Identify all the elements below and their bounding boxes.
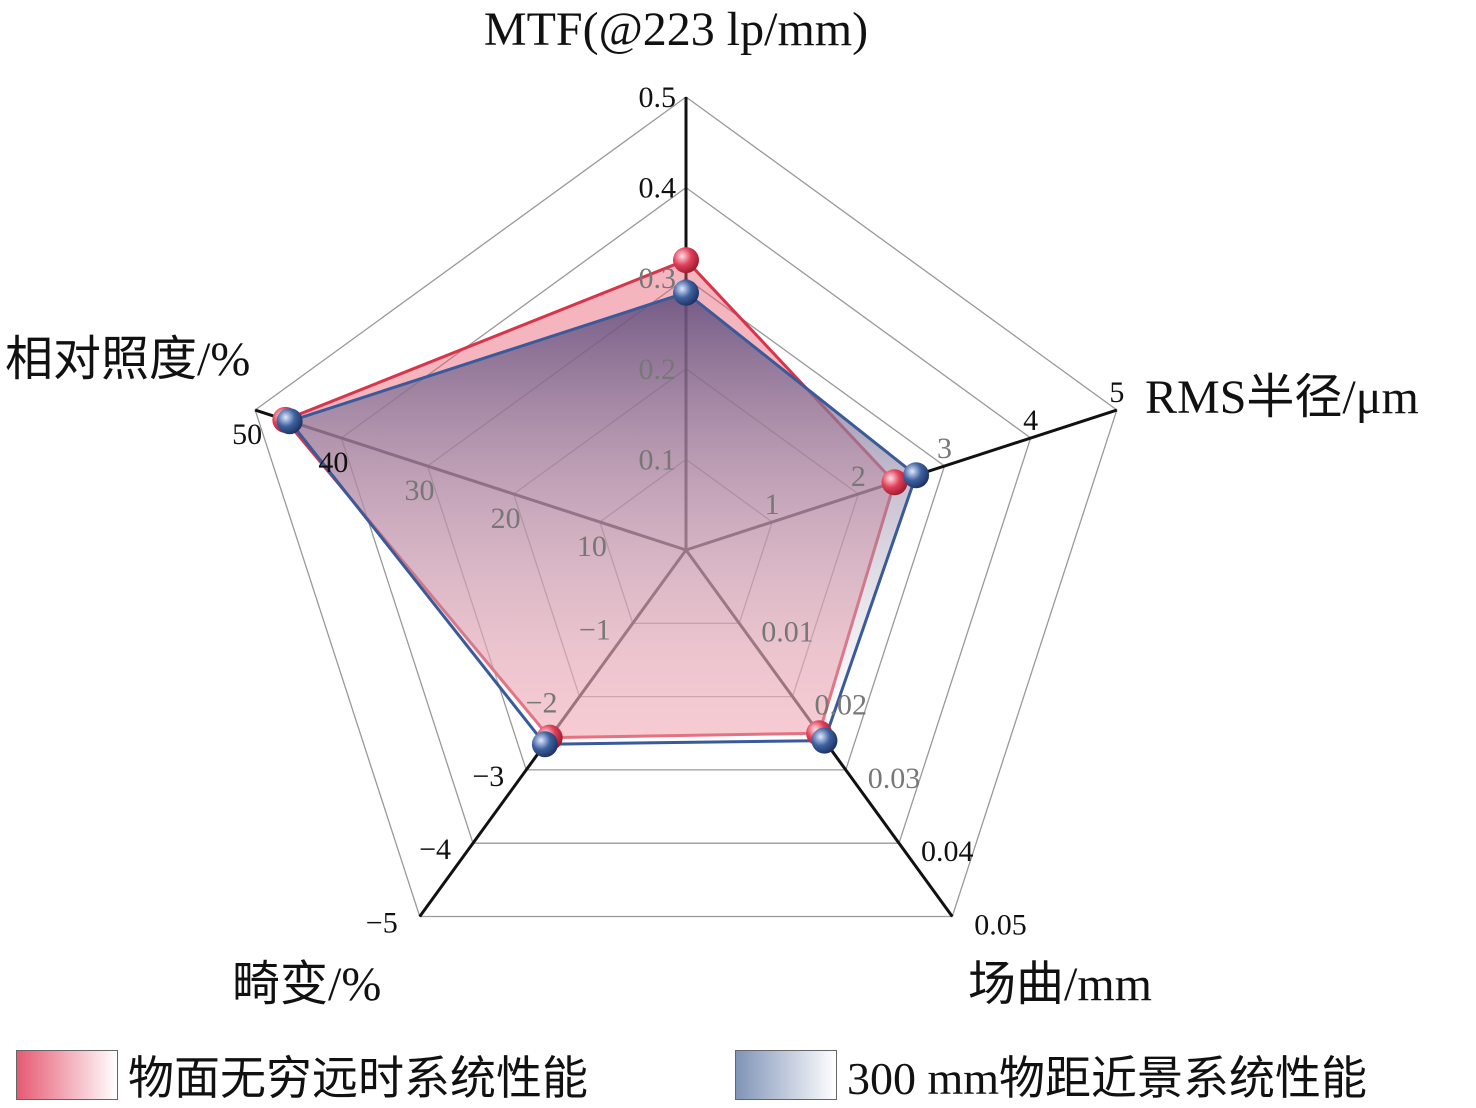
tick-label: 50 <box>232 418 262 451</box>
legend: 物面无穷远时系统性能 300 mm物距近景系统性能 <box>0 1042 1476 1104</box>
tick-label: 0.5 <box>639 81 677 114</box>
tick-label: −2 <box>526 687 558 720</box>
legend-item-series-1: 物面无穷远时系统性能 <box>16 1042 588 1108</box>
tick-label: 0.4 <box>639 172 677 205</box>
tick-label: 2 <box>851 460 866 493</box>
grid-ring <box>254 96 1118 918</box>
legend-swatch-blue <box>735 1050 837 1100</box>
series-area-2 <box>288 291 918 746</box>
data-point <box>673 247 699 274</box>
tick-label: 0.03 <box>868 762 921 795</box>
axis-title: 相对照度/% <box>5 333 250 386</box>
tick-label: 0.05 <box>974 908 1027 941</box>
tick-label: 0.1 <box>639 443 677 476</box>
tick-label: −1 <box>579 613 611 646</box>
data-point <box>673 279 699 306</box>
tick-label: 0.2 <box>639 353 677 386</box>
legend-label: 物面无穷远时系统性能 <box>128 1053 588 1104</box>
data-point <box>811 727 838 754</box>
data-point <box>531 731 558 758</box>
tick-label: 4 <box>1023 404 1038 437</box>
legend-item-series-2: 300 mm物距近景系统性能 <box>735 1042 1367 1108</box>
tick-label: −5 <box>366 906 398 939</box>
tick-label: 0.02 <box>815 689 868 722</box>
tick-label: 0.04 <box>921 835 974 868</box>
axis-title: 场曲/mm <box>968 958 1152 1011</box>
tick-label: 10 <box>577 530 607 563</box>
axis-title: RMS半径/μm <box>1145 371 1419 424</box>
tick-label: 1 <box>765 488 780 521</box>
data-point <box>881 469 908 496</box>
legend-label: 300 mm物距近景系统性能 <box>847 1053 1368 1104</box>
tick-label: 5 <box>1109 376 1124 409</box>
tick-label: −3 <box>472 760 504 793</box>
axis-title: 畸变/% <box>232 958 381 1011</box>
tick-label: 0.01 <box>761 615 814 648</box>
radar-chart: 0.1 0.2 0.3 0.4 0.5 1 2 3 4 5 0.01 0.02 0.03 0.04 0.05… <box>5 3 1419 1011</box>
tick-label: 3 <box>937 432 952 465</box>
tick-label: 30 <box>405 474 435 507</box>
data-point <box>903 462 930 489</box>
legend-swatch-red <box>16 1050 118 1100</box>
tick-label: 40 <box>318 446 348 479</box>
data-point <box>276 408 303 435</box>
tick-label: 20 <box>491 502 521 535</box>
axis-title: MTF(@223 lp/mm) <box>484 3 868 56</box>
tick-label: 0.3 <box>639 262 677 295</box>
tick-label: −4 <box>419 833 451 866</box>
